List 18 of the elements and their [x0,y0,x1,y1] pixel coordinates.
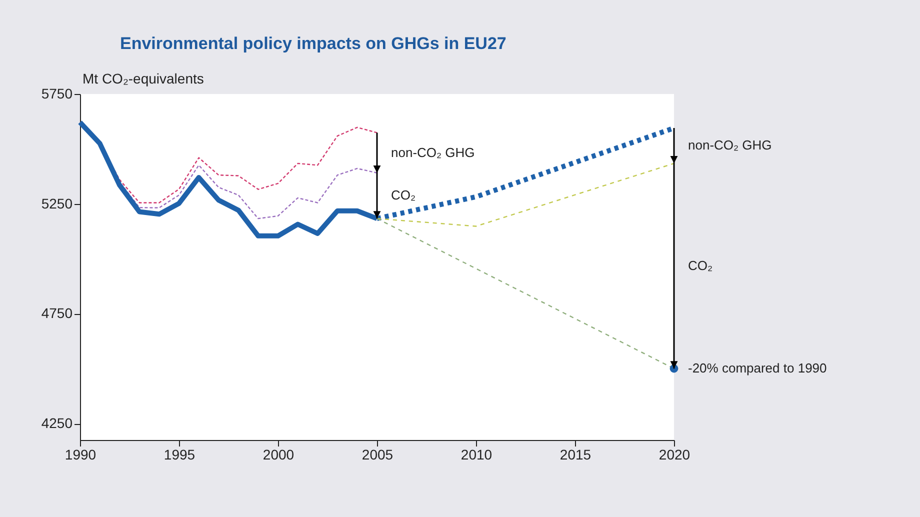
y-tick-label: 4750 [41,305,73,322]
y-tick-label: 4250 [41,415,73,432]
text: CO₂ [688,258,713,274]
annotation: -20% compared to 1990 [688,360,827,376]
x-tick-label: 2020 [658,446,690,462]
x-tick-label: 2010 [460,446,492,462]
chart-title: Environmental policy impacts on GHGs in EU27 [120,34,506,53]
x-tick-label: 1995 [164,446,196,462]
text: non-CO₂ GHG [688,138,772,153]
y-tick-label: 5250 [41,195,73,212]
x-tick-label: 1990 [64,446,96,462]
y-axis-title: Mt CO₂-equivalents [82,70,204,86]
x-tick-label: 2015 [560,446,592,462]
x-tick-label: 2005 [362,446,394,462]
annotation: non-CO₂ GHG [391,144,475,160]
annotation: CO₂ [391,188,416,203]
y-tick-label: 5750 [41,86,73,102]
x-tick-label: 2000 [262,446,294,462]
